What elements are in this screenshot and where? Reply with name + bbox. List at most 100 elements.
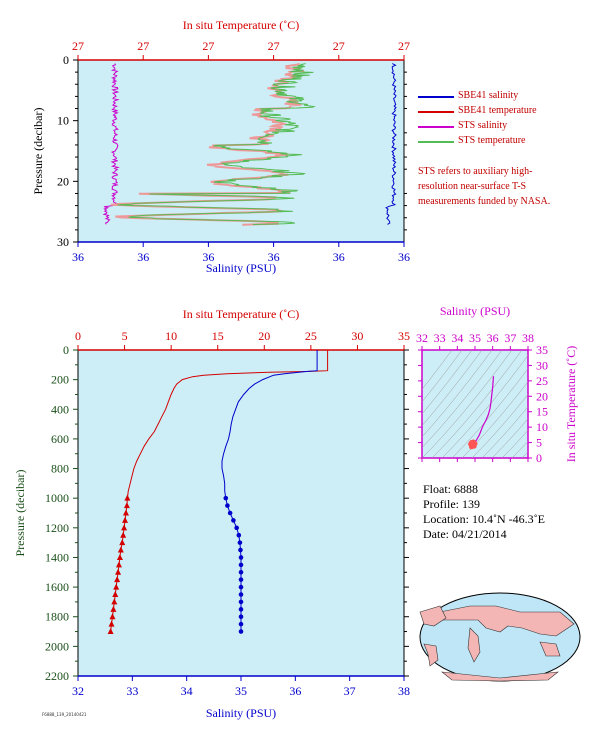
map-land-africa	[467, 627, 481, 663]
legend-label: SBE41 temperature	[458, 105, 537, 116]
ts-temp-tick-label: 15	[536, 405, 548, 419]
ts-temp-tick-label: 35	[536, 343, 548, 357]
profile-number: Profile: 139	[423, 497, 480, 511]
main-pressure-tick-label: 400	[51, 402, 69, 416]
main-temp-tick-label: 0	[75, 329, 81, 343]
ts-temp-tick-label: 25	[536, 374, 548, 388]
top-ticks: 27 27 27 27 27 27 36 36 36 36 36 36 0 10 20 30	[57, 39, 410, 264]
ts-temp-tick-label: 10	[536, 420, 548, 434]
main-temp-tick-label: 30	[351, 329, 363, 343]
top-legend: SBE41 salinity SBE41 temperature STS sal…	[418, 90, 537, 150]
ts-chart: Salinity (PSU) In situ Temperature (˚C) …	[416, 304, 578, 465]
temperature-marker	[123, 502, 130, 509]
top-sal-tick-label: 36	[268, 250, 280, 264]
salinity-marker	[238, 584, 244, 590]
ts-sal-tick-label: 35	[469, 331, 481, 345]
sts-salinity-line	[102, 63, 120, 225]
salinity-marker	[231, 518, 236, 523]
temperature-marker	[115, 568, 122, 575]
main-pressure-tick-label: 1600	[45, 580, 69, 594]
legend-label: SBE41 salinity	[458, 90, 519, 101]
file-id: F6888_139_20140421	[42, 712, 87, 717]
top-temp-tick-label: 27	[268, 39, 280, 53]
ts-sal-tick-label: 36	[487, 331, 499, 345]
float-info: Float: 6888 Profile: 139 Location: 10.4˚…	[423, 482, 545, 542]
ts-isopycnal	[441, 354, 528, 458]
temperature-marker	[112, 591, 119, 597]
top-temp-tick-label: 27	[72, 39, 84, 53]
main-pressure-tick-label: 600	[51, 432, 69, 446]
salinity-marker	[238, 621, 244, 627]
top-pressure-tick-label: 30	[57, 235, 69, 249]
salinity-marker	[223, 495, 229, 501]
temperature-marker	[107, 628, 114, 635]
top-sal-tick-label: 36	[202, 250, 214, 264]
main-pressure-tick-label: 200	[51, 373, 69, 387]
top-temp-tick-label: 27	[137, 39, 149, 53]
main-sal-tick-label: 38	[398, 684, 410, 698]
world-map	[419, 592, 581, 682]
main-temp-tick-label: 10	[165, 329, 177, 343]
salinity-profile-line	[221, 350, 318, 499]
sts-temperature-line	[117, 63, 316, 225]
main-sal-tick-label: 36	[289, 684, 301, 698]
top-pressure-axis-title: Pressure (decibar)	[31, 108, 45, 195]
salinity-marker	[238, 607, 244, 612]
ts-sal-tick-label: 34	[451, 331, 463, 345]
main-sal-tick-label: 32	[72, 684, 84, 698]
top-chart: In situ Temperature (˚C) Salinity (PSU) …	[31, 18, 410, 275]
map-land-antarctica	[441, 671, 559, 682]
legend-label: STS salinity	[458, 120, 508, 131]
ts-series	[468, 376, 495, 450]
float-id: Float: 6888	[423, 482, 479, 496]
main-series	[107, 350, 329, 635]
top-series	[102, 62, 397, 226]
main-temp-axis-title: In situ Temperature (˚C)	[183, 307, 300, 321]
temperature-marker	[117, 546, 124, 553]
main-pressure-tick-label: 1000	[45, 491, 69, 505]
ts-sal-tick-label: 32	[416, 331, 428, 345]
top-temp-tick-label: 27	[333, 39, 345, 53]
main-temp-tick-label: 35	[398, 329, 410, 343]
top-pressure-tick-label: 10	[57, 114, 69, 128]
top-sal-tick-label: 36	[333, 250, 345, 264]
top-temp-tick-label: 27	[398, 39, 410, 53]
ts-temp-tick-label: 5	[536, 436, 542, 450]
ts-sal-tick-label: 38	[522, 331, 534, 345]
temperature-marker	[114, 576, 121, 583]
ts-point	[470, 442, 476, 448]
ts-isopycnal	[422, 350, 513, 458]
ts-isopycnal	[431, 350, 523, 458]
ts-isopycnal	[481, 406, 528, 458]
ts-sal-tick-label: 33	[434, 331, 446, 345]
ts-isopycnal	[422, 350, 463, 403]
ts-isopycnal	[451, 368, 528, 458]
date: Date: 04/21/2014	[423, 527, 507, 541]
ts-isopycnal	[491, 418, 528, 458]
salinity-marker	[238, 562, 244, 568]
map-land-australia	[539, 641, 561, 657]
temperature-marker	[113, 583, 120, 590]
temperature-marker	[124, 494, 131, 501]
ts-isopycnal	[422, 350, 493, 438]
main-pressure-axis-title: Pressure (decibar)	[13, 470, 27, 557]
temperature-marker	[111, 598, 118, 605]
top-sal-tick-label: 36	[72, 250, 84, 264]
location: Location: 10.4˚N -46.3˚E	[423, 512, 545, 526]
main-pressure-tick-label: 0	[63, 343, 69, 357]
map-ocean	[419, 592, 581, 682]
top-sal-tick-label: 36	[398, 250, 410, 264]
main-sal-tick-label: 34	[181, 684, 193, 698]
ts-isopycnal	[422, 350, 483, 427]
main-pressure-tick-label: 1800	[45, 610, 69, 624]
map-land-north	[439, 605, 575, 637]
main-pressure-tick-label: 800	[51, 462, 69, 476]
main-temp-tick-label: 20	[258, 329, 270, 343]
legend-sbe41-salinity: SBE41 salinity	[418, 90, 537, 105]
legend-swatch	[418, 141, 454, 143]
top-sal-tick-label: 36	[137, 250, 149, 264]
salinity-marker	[238, 592, 244, 597]
ts-temp-axis-title: In situ Temperature (˚C)	[564, 346, 578, 463]
temperature-marker	[108, 620, 115, 627]
